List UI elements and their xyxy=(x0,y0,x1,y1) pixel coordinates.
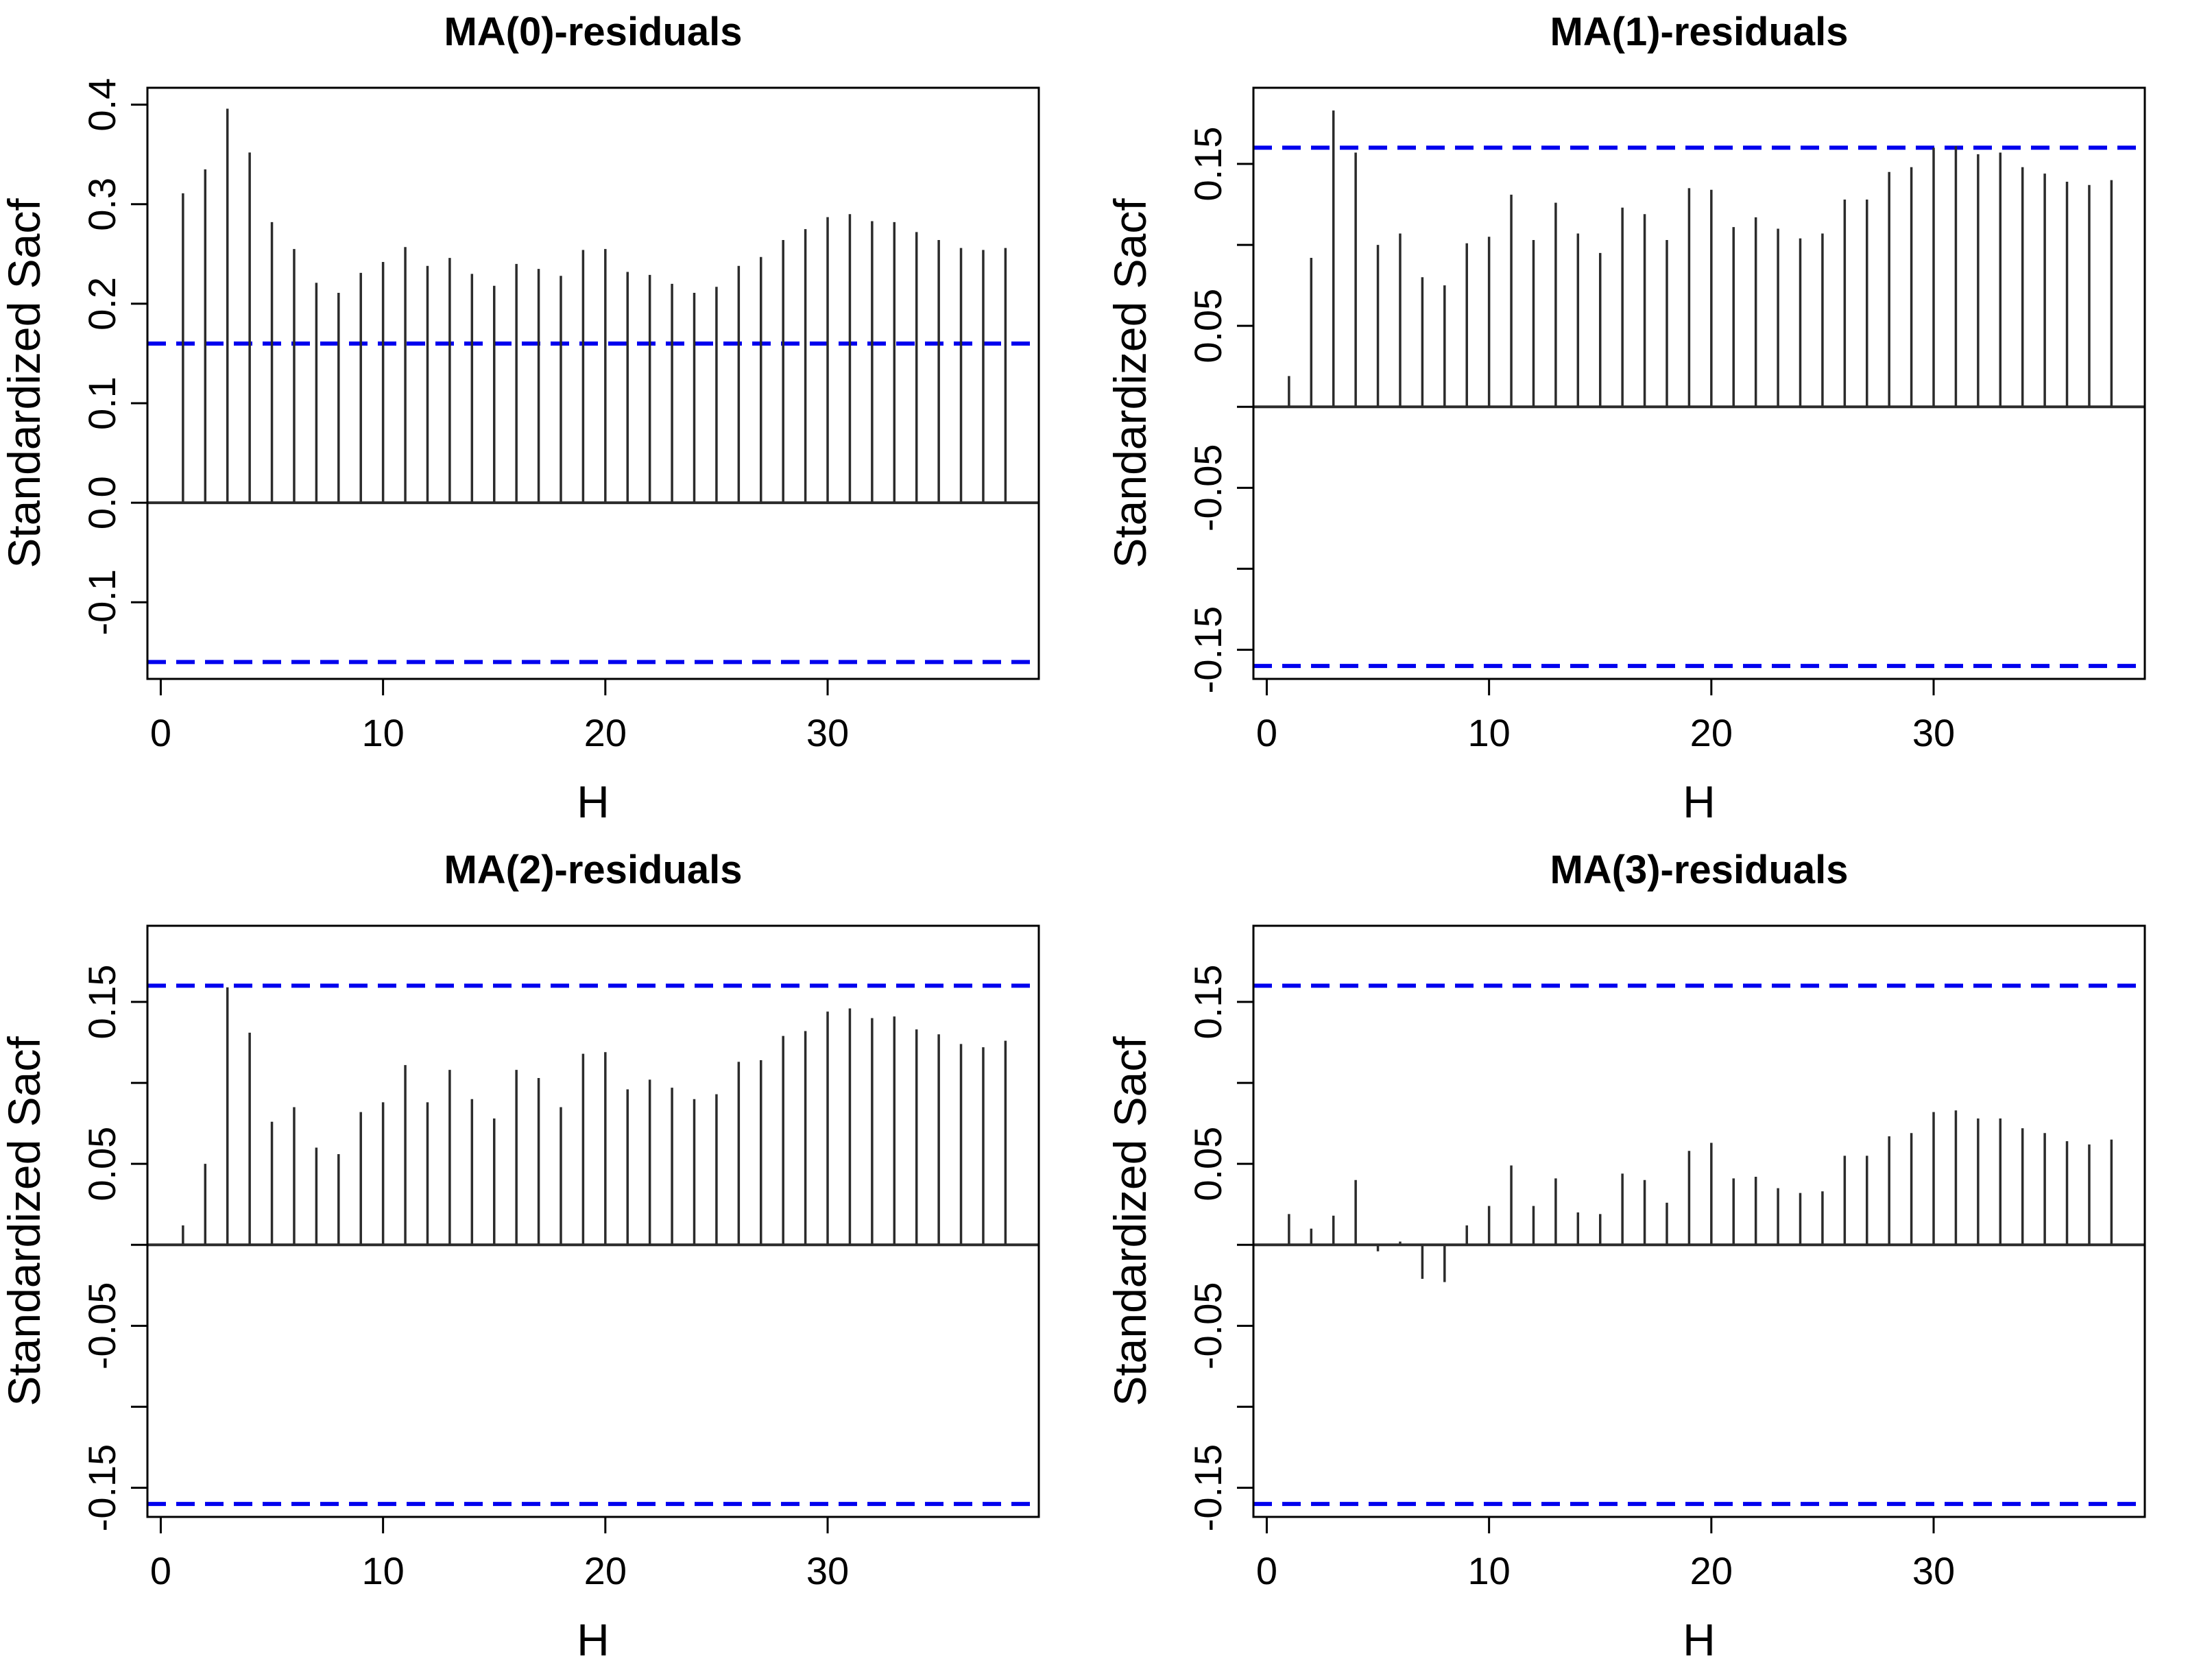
ma2-chart-svg: 0 10 20 30 0.15 0.05 -0.05 -0.15 MA(2)-residual… xyxy=(0,848,1040,1665)
y-tick-label: -0.05 xyxy=(80,1282,123,1370)
panel-ma2-residuals: 0 10 20 30 0.15 0.05 -0.05 -0.15 MA(2)-residual… xyxy=(0,838,1106,1676)
y-axis-label: Standardized Sacf xyxy=(0,198,49,568)
plot-box xyxy=(1252,86,2146,680)
x-tick-label: 0 xyxy=(1256,1549,1277,1592)
ma2-plot-area: 0 10 20 30 0.15 0.05 -0.05 -0.15 xyxy=(80,924,1040,1592)
y-axis-label: Standardized Sacf xyxy=(1106,1036,1155,1406)
y-tick-label: 0.1 xyxy=(80,376,123,430)
x-tick-label: 10 xyxy=(361,1549,404,1592)
x-tick-label: 0 xyxy=(1256,711,1277,754)
ma1-chart-svg: 0 10 20 30 0.15 0.05 -0.05 -0.15 MA(1)-residual… xyxy=(1106,10,2146,827)
y-tick-label: 0.4 xyxy=(80,78,123,132)
x-axis-label: H xyxy=(577,776,610,827)
y-tick-label: 0.15 xyxy=(1186,964,1229,1039)
x-axis-label: H xyxy=(577,1614,610,1665)
x-axis-label: H xyxy=(1683,1614,1716,1665)
x-tick-label: 10 xyxy=(1467,1549,1510,1592)
x-axis-label: H xyxy=(1683,776,1716,827)
x-tick-label: 30 xyxy=(1912,711,1955,754)
panel-ma0-residuals: 0 10 20 30 -0.1 0.0 0.1 0.2 0.3 0.4 MA(0)-residua… xyxy=(0,0,1106,838)
y-tick-label: -0.05 xyxy=(1186,1282,1229,1370)
y-tick-label: 0.05 xyxy=(1186,1127,1229,1201)
y-tick-label: -0.15 xyxy=(1186,1444,1229,1532)
ma3-plot-area: 0 10 20 30 0.15 0.05 -0.05 -0.15 xyxy=(1186,924,2146,1592)
y-tick-label: 0.2 xyxy=(80,277,123,331)
ma3-chart-svg: 0 10 20 30 0.15 0.05 -0.05 -0.15 MA(3)-residual… xyxy=(1106,848,2146,1665)
y-tick-label: 0.15 xyxy=(1186,126,1229,201)
plot-box xyxy=(146,924,1040,1518)
chart-title: MA(2)-residuals xyxy=(444,848,742,892)
x-tick-label: 0 xyxy=(150,711,171,754)
x-tick-label: 30 xyxy=(806,711,849,754)
y-tick-label: 0.05 xyxy=(80,1127,123,1201)
y-tick-label: 0.0 xyxy=(80,476,123,529)
x-tick-label: 10 xyxy=(1467,711,1510,754)
x-tick-label: 30 xyxy=(1912,1549,1955,1592)
x-tick-label: 20 xyxy=(1690,1549,1733,1592)
x-tick-label: 10 xyxy=(361,711,404,754)
y-tick-label: 0.05 xyxy=(1186,289,1229,363)
panel-ma1-residuals: 0 10 20 30 0.15 0.05 -0.05 -0.15 MA(1)-residual… xyxy=(1106,0,2212,838)
x-tick-label: 20 xyxy=(584,711,627,754)
panel-ma3-residuals: 0 10 20 30 0.15 0.05 -0.05 -0.15 MA(3)-residual… xyxy=(1106,838,2212,1676)
chart-title: MA(0)-residuals xyxy=(444,10,742,54)
x-tick-label: 30 xyxy=(806,1549,849,1592)
plot-box xyxy=(146,86,1040,680)
ma0-chart-svg: 0 10 20 30 -0.1 0.0 0.1 0.2 0.3 0.4 MA(0)-residua… xyxy=(0,10,1040,827)
y-tick-label: -0.15 xyxy=(80,1444,123,1532)
plot-box xyxy=(1252,924,2146,1518)
ma0-plot-area: 0 10 20 30 -0.1 0.0 0.1 0.2 0.3 0.4 xyxy=(80,78,1040,754)
y-tick-label: -0.1 xyxy=(80,569,123,636)
chart-title: MA(3)-residuals xyxy=(1550,848,1848,892)
y-axis-label: Standardized Sacf xyxy=(0,1036,49,1406)
y-tick-label: 0.15 xyxy=(80,964,123,1039)
chart-title: MA(1)-residuals xyxy=(1550,10,1848,54)
x-tick-label: 0 xyxy=(150,1549,171,1592)
x-tick-label: 20 xyxy=(584,1549,627,1592)
y-axis-label: Standardized Sacf xyxy=(1106,198,1155,568)
y-tick-label: 0.3 xyxy=(80,178,123,231)
y-tick-label: -0.15 xyxy=(1186,606,1229,694)
y-tick-label: -0.05 xyxy=(1186,444,1229,532)
ma1-plot-area: 0 10 20 30 0.15 0.05 -0.05 -0.15 xyxy=(1186,86,2146,754)
x-tick-label: 20 xyxy=(1690,711,1733,754)
